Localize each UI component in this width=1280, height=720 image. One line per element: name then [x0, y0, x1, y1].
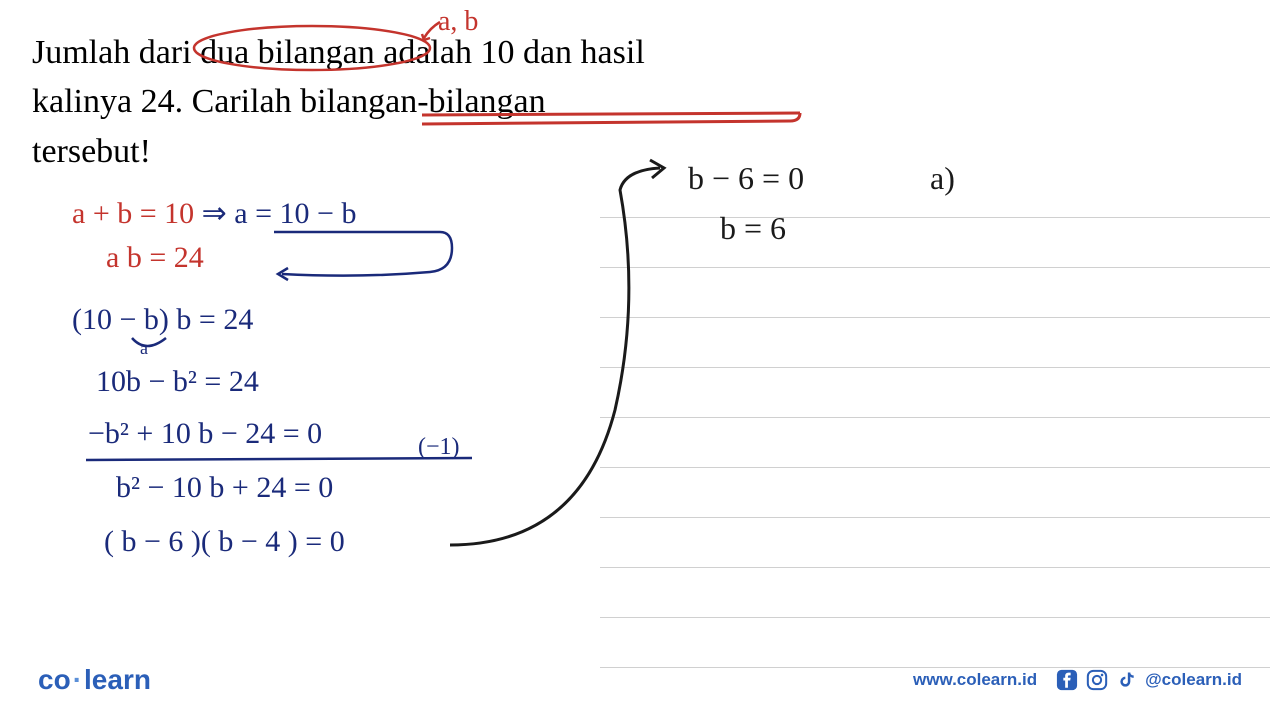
ruled-line [600, 418, 1270, 468]
ruled-line [600, 268, 1270, 318]
ruled-line [600, 518, 1270, 568]
eq-1-red: a + b = 10 [72, 197, 194, 230]
eq-4: 10b − b² = 24 [96, 362, 259, 401]
tiktok-icon[interactable] [1115, 668, 1139, 692]
website-link[interactable]: www.colearn.id [913, 670, 1037, 690]
ruled-line [600, 318, 1270, 368]
divider-line [82, 452, 482, 468]
ruled-line [600, 368, 1270, 418]
eq-2: a b = 24 [106, 238, 204, 277]
footer: co·learn www.colearn.id @colearn.id [0, 660, 1280, 700]
social-handles: @colearn.id [1055, 668, 1242, 692]
ruled-paper [600, 168, 1270, 668]
ruled-line [600, 568, 1270, 618]
footer-right: www.colearn.id @colearn.id [913, 668, 1242, 692]
eq-5: −b² + 10 b − 24 = 0 [88, 414, 322, 453]
logo-learn: learn [84, 664, 151, 695]
facebook-icon[interactable] [1055, 668, 1079, 692]
result-2: b = 6 [720, 208, 786, 250]
brand-logo: co·learn [38, 664, 151, 696]
eq-3-sub: a [140, 338, 148, 359]
instagram-icon[interactable] [1085, 668, 1109, 692]
social-handle[interactable]: @colearn.id [1145, 670, 1242, 690]
logo-co: co [38, 664, 71, 695]
logo-dot-icon: · [73, 664, 82, 695]
eq-7: ( b − 6 )( b − 4 ) = 0 [104, 522, 345, 561]
underline-annotation [0, 0, 820, 140]
eq-1-blue: a = 10 − b [234, 197, 356, 230]
result-3: a) [930, 158, 955, 200]
curve-arrow [440, 150, 700, 570]
eq-6: b² − 10 b + 24 = 0 [116, 468, 333, 507]
ruled-line [600, 468, 1270, 518]
ruled-line [600, 218, 1270, 268]
result-1: b − 6 = 0 [688, 158, 804, 200]
eq3-arc [128, 334, 178, 360]
eq-1-arrow: ⇒ [194, 197, 234, 230]
